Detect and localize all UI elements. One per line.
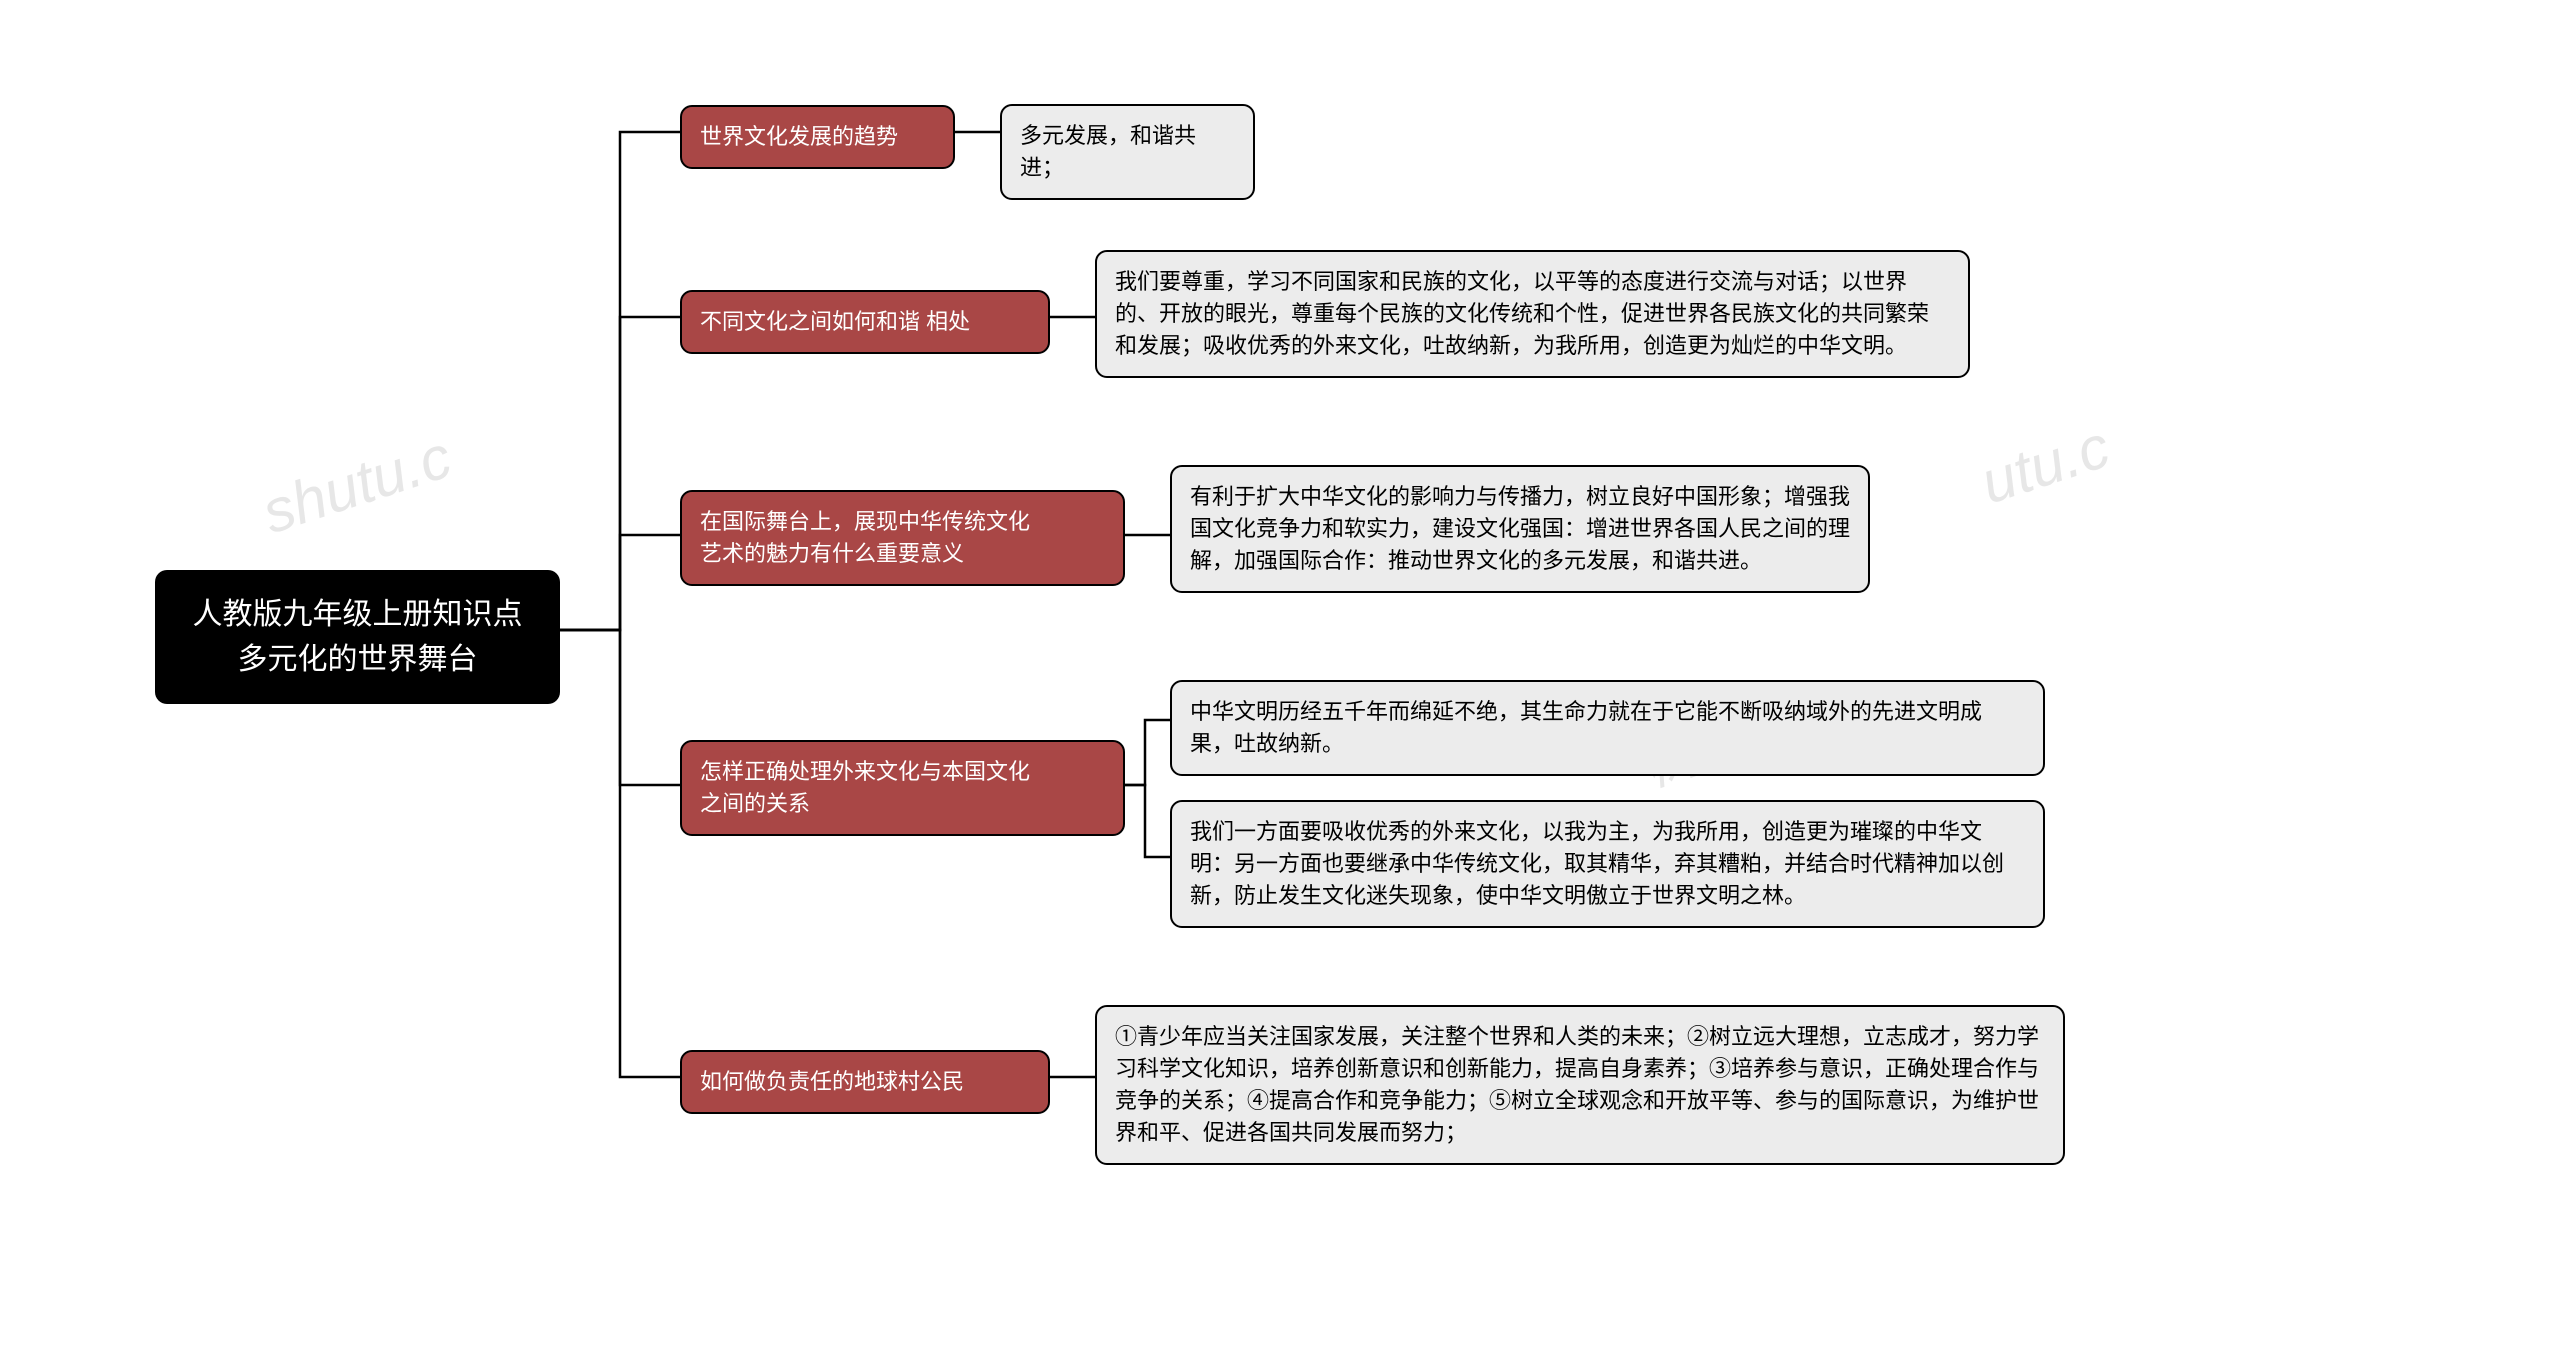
root-line2: 多元化的世界舞台 [238, 643, 478, 676]
branch-label-line2: 之间的关系 [700, 791, 810, 816]
leaf-text: 多元发展，和谐共进； [1020, 123, 1196, 180]
branch-label-line1: 在国际舞台上，展现中华传统文化 [700, 509, 1030, 534]
mindmap-canvas: shutu.c utu.c 树图 人教版九年级上册知识点 多元化的世界舞台 世界… [0, 0, 2560, 1345]
branch-label: 如何做负责任的地球村公民 [700, 1069, 964, 1094]
leaf-node: 我们要尊重，学习不同国家和民族的文化，以平等的态度进行交流与对话；以世界的、开放… [1095, 250, 1970, 378]
root-node: 人教版九年级上册知识点 多元化的世界舞台 [155, 570, 560, 704]
watermark: utu.c [1973, 412, 2118, 518]
branch-node: 如何做负责任的地球村公民 [680, 1050, 1050, 1114]
branch-label-line1: 怎样正确处理外来文化与本国文化 [700, 759, 1030, 784]
leaf-node: ①青少年应当关注国家发展，关注整个世界和人类的未来；②树立远大理想，立志成才，努… [1095, 1005, 2065, 1165]
branch-node: 在国际舞台上，展现中华传统文化 艺术的魅力有什么重要意义 [680, 490, 1125, 586]
leaf-text: 中华文明历经五千年而绵延不绝，其生命力就在于它能不断吸纳域外的先进文明成果，吐故… [1190, 699, 1982, 756]
branch-node: 世界文化发展的趋势 [680, 105, 955, 169]
branch-label-line2: 艺术的魅力有什么重要意义 [700, 541, 964, 566]
leaf-node: 中华文明历经五千年而绵延不绝，其生命力就在于它能不断吸纳域外的先进文明成果，吐故… [1170, 680, 2045, 776]
branch-label: 不同文化之间如何和谐 相处 [700, 309, 970, 334]
leaf-text: 有利于扩大中华文化的影响力与传播力，树立良好中国形象；增强我国文化竞争力和软实力… [1190, 484, 1850, 573]
branch-node: 不同文化之间如何和谐 相处 [680, 290, 1050, 354]
leaf-text: ①青少年应当关注国家发展，关注整个世界和人类的未来；②树立远大理想，立志成才，努… [1115, 1024, 2039, 1145]
leaf-node: 我们一方面要吸收优秀的外来文化，以我为主，为我所用，创造更为璀璨的中华文明：另一… [1170, 800, 2045, 928]
watermark: shutu.c [254, 422, 459, 547]
leaf-text: 我们一方面要吸收优秀的外来文化，以我为主，为我所用，创造更为璀璨的中华文明：另一… [1190, 819, 2004, 908]
leaf-node: 多元发展，和谐共进； [1000, 104, 1255, 200]
leaf-text: 我们要尊重，学习不同国家和民族的文化，以平等的态度进行交流与对话；以世界的、开放… [1115, 269, 1929, 358]
branch-node: 怎样正确处理外来文化与本国文化 之间的关系 [680, 740, 1125, 836]
root-line1: 人教版九年级上册知识点 [193, 598, 523, 631]
leaf-node: 有利于扩大中华文化的影响力与传播力，树立良好中国形象；增强我国文化竞争力和软实力… [1170, 465, 1870, 593]
branch-label: 世界文化发展的趋势 [700, 124, 898, 149]
